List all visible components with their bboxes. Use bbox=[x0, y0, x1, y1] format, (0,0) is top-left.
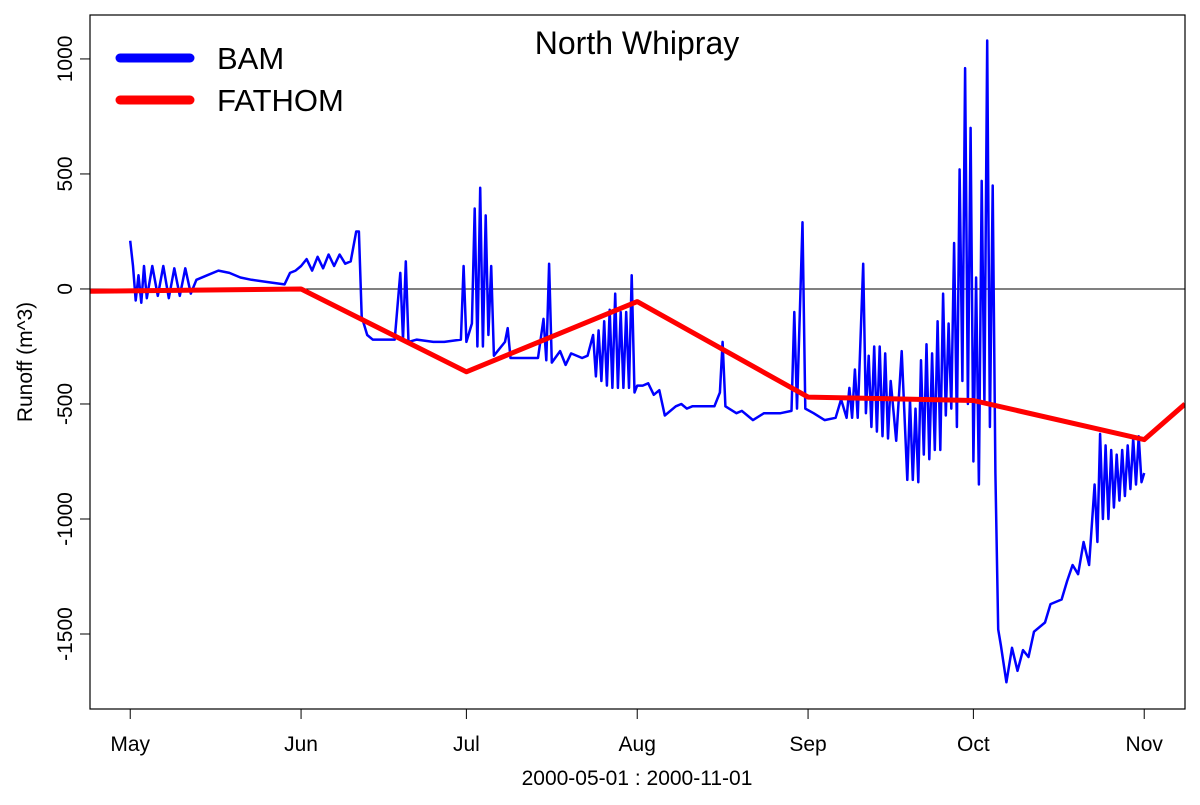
x-axis-label: 2000-05-01 : 2000-11-01 bbox=[522, 767, 753, 790]
y-tick-label: 0 bbox=[54, 283, 77, 295]
y-tick-label: -1500 bbox=[54, 607, 77, 661]
x-tick-label: Oct bbox=[957, 733, 990, 756]
series-line bbox=[128, 39, 1146, 684]
chart-title: North Whipray bbox=[535, 25, 740, 61]
legend-label: FATHOM bbox=[217, 83, 344, 118]
x-tick-label: Sep bbox=[789, 733, 826, 756]
x-tick-label: Nov bbox=[1126, 733, 1164, 756]
x-tick-label: Aug bbox=[619, 733, 656, 756]
y-tick-label: -500 bbox=[54, 383, 77, 425]
x-tick-label: May bbox=[110, 733, 150, 756]
plot-frame bbox=[89, 14, 1186, 710]
legend-label: BAM bbox=[217, 41, 284, 76]
series-line bbox=[90, 286, 1185, 443]
y-axis-label: Runoff (m^3) bbox=[14, 302, 37, 422]
x-tick-label: Jul bbox=[453, 733, 480, 756]
y-tick-label: 1000 bbox=[54, 36, 77, 83]
y-tick-label: -1000 bbox=[54, 492, 77, 546]
y-tick-label: 500 bbox=[54, 156, 77, 191]
x-tick-label: Jun bbox=[284, 733, 318, 756]
